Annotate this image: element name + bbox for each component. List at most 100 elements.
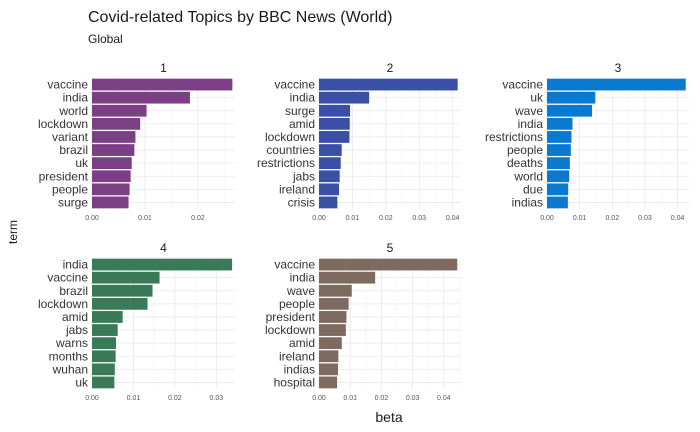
bar-wave: [547, 104, 593, 117]
bar-countries: [319, 144, 342, 156]
category-label: surge: [58, 195, 88, 209]
bar-lockdown: [92, 297, 148, 310]
category-label: due: [523, 182, 543, 196]
category-label: wave: [286, 284, 315, 298]
x-tick-label: 0.02: [191, 215, 205, 222]
category-label: surge: [285, 104, 315, 118]
bar-lockdown: [319, 131, 350, 143]
bar-jabs: [319, 170, 340, 183]
bar-people: [319, 297, 349, 310]
bar-india: [92, 258, 233, 271]
category-label: lockdown: [265, 323, 315, 337]
category-label: president: [39, 169, 89, 183]
category-label: jabs: [65, 323, 88, 337]
x-tick-label: 0.04: [437, 395, 451, 402]
category-label: countries: [266, 143, 315, 157]
bar-hospital: [319, 376, 338, 389]
bar-surge: [319, 104, 351, 117]
bar-vaccine: [92, 78, 233, 91]
bar-jabs: [92, 324, 118, 336]
bar-deaths: [547, 157, 570, 170]
x-tick-label: 0.02: [375, 395, 389, 402]
bar-india: [547, 117, 573, 130]
facet-label: 1: [160, 61, 167, 75]
bar-vaccine: [319, 258, 458, 271]
chart-subtitle: Global: [88, 32, 123, 46]
bar-vaccine: [547, 78, 686, 91]
category-label: people: [279, 297, 315, 311]
category-label: vaccine: [47, 78, 88, 92]
x-tick-label: 0.03: [412, 215, 426, 222]
category-label: warns: [55, 336, 88, 350]
category-label: vaccine: [274, 258, 315, 272]
bar-amid: [319, 117, 350, 130]
x-tick-label: 0.00: [85, 395, 99, 402]
category-label: world: [513, 169, 543, 183]
facet-panels: 0.00 0.01 0.021vaccineindiaworldlockdownva…: [38, 61, 689, 402]
category-label: lockdown: [38, 117, 88, 131]
x-tick-label: 0.02: [379, 215, 393, 222]
category-label: india: [63, 91, 89, 105]
bar-people: [92, 183, 130, 196]
category-label: lockdown: [265, 130, 315, 144]
category-label: india: [63, 258, 89, 272]
category-label: vaccine: [47, 271, 88, 285]
bar-uk: [92, 376, 115, 389]
category-label: india: [290, 271, 316, 285]
facet-panel-5: 0.00 0.01 0.02 0.03 0.04 5 vaccineindiawavepeo…: [265, 241, 461, 402]
x-tick-label: 0.04: [446, 215, 460, 222]
bar-president: [319, 311, 347, 323]
bar-lockdown: [92, 117, 141, 130]
y-axis-title: term: [6, 220, 20, 244]
category-label: wuhan: [52, 362, 88, 376]
x-tick-label: 0.01: [127, 395, 141, 402]
x-tick-label: 0.01: [346, 215, 360, 222]
x-tick-label: 0.04: [671, 215, 685, 222]
x-axis-title: beta: [375, 409, 402, 425]
chart-title: Covid-related Topics by BBC News (World): [88, 9, 392, 26]
bar-restrictions: [319, 157, 341, 170]
bar-uk: [92, 157, 132, 170]
bar-brazil: [92, 144, 135, 156]
category-label: lockdown: [38, 297, 88, 311]
bar-indias: [319, 363, 339, 376]
bar-ireland: [319, 350, 339, 363]
x-tick-label: 0.00: [85, 215, 99, 222]
x-tick-label: 0.03: [210, 395, 224, 402]
category-label: vaccine: [274, 78, 315, 92]
facet-label: 5: [387, 241, 394, 255]
category-label: restrictions: [257, 156, 315, 170]
x-tick-label: 0.00: [540, 215, 554, 222]
category-label: hospital: [274, 375, 315, 389]
bar-surge: [92, 196, 129, 209]
category-label: restrictions: [485, 130, 543, 144]
bar-people: [547, 144, 571, 156]
bar-world: [92, 104, 147, 117]
bar-amid: [319, 337, 342, 350]
bar-india: [92, 91, 190, 104]
category-label: india: [518, 117, 544, 131]
bar-indias: [547, 196, 568, 209]
bar-due: [547, 183, 569, 196]
category-label: brazil: [59, 143, 88, 157]
bar-lockdown: [319, 324, 346, 336]
category-label: amid: [62, 310, 88, 324]
x-tick-label: 0.01: [573, 215, 587, 222]
category-label: crisis: [288, 195, 315, 209]
x-tick-label: 0.00: [312, 395, 326, 402]
category-label: amid: [289, 117, 315, 131]
category-label: brazil: [59, 284, 88, 298]
x-tick-label: 0.03: [638, 215, 652, 222]
x-tick-label: 0.03: [406, 395, 420, 402]
category-label: uk: [75, 375, 89, 389]
category-label: jabs: [292, 169, 315, 183]
facet-panel-3: 0.00 0.01 0.02 0.03 0.04 3 vaccineukwaveindiar…: [485, 61, 689, 222]
category-label: people: [507, 143, 543, 157]
bar-wuhan: [92, 363, 115, 376]
x-tick-label: 0.00: [312, 215, 326, 222]
bar-india: [319, 271, 376, 284]
bar-amid: [92, 311, 123, 323]
bar-restrictions: [547, 131, 572, 143]
bar-brazil: [92, 284, 153, 297]
